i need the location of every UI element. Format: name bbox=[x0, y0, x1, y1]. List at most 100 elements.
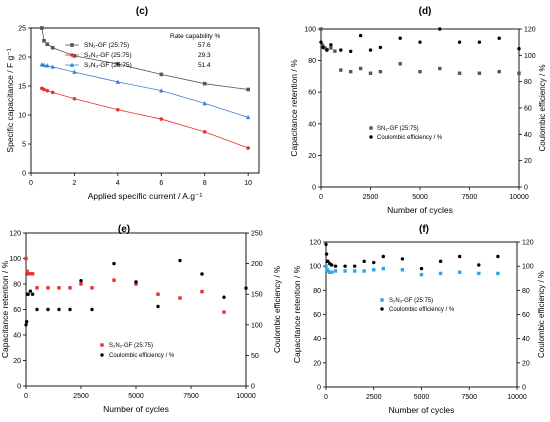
data-point-0 bbox=[24, 256, 28, 261]
data-point-0 bbox=[246, 87, 250, 92]
y-tick-label: 60 bbox=[13, 307, 21, 314]
data-point-0 bbox=[330, 270, 334, 274]
data-point-0 bbox=[134, 282, 138, 286]
data-point-1 bbox=[496, 254, 500, 259]
data-point-1 bbox=[329, 43, 333, 47]
data-point-0 bbox=[398, 62, 402, 66]
data-point-0 bbox=[72, 54, 77, 58]
data-point-1 bbox=[324, 252, 329, 256]
legend-label: S₂N₂-GF (25:75) bbox=[109, 343, 153, 349]
data-point-0 bbox=[339, 68, 343, 72]
y-tick-label: 0 bbox=[17, 384, 21, 391]
y-tick-label: 20 bbox=[308, 153, 316, 160]
data-point-0 bbox=[329, 46, 333, 50]
y-tick-label: 120 bbox=[309, 240, 321, 247]
data-point-1 bbox=[35, 307, 39, 312]
data-point-0 bbox=[343, 269, 347, 273]
y-tick-label: 60 bbox=[308, 90, 316, 97]
data-point-0 bbox=[35, 286, 39, 290]
legend-marker bbox=[380, 307, 384, 311]
data-point-0 bbox=[368, 71, 373, 75]
legend-marker bbox=[69, 62, 75, 67]
y-tick-label: 0 bbox=[317, 385, 321, 392]
data-point-1 bbox=[202, 130, 207, 134]
data-point-0 bbox=[28, 272, 33, 276]
legend-marker bbox=[380, 298, 384, 302]
x-tick-label: 8 bbox=[203, 180, 207, 187]
data-point-1 bbox=[368, 48, 373, 52]
legend-label: Coulombic efficiency / % bbox=[109, 353, 175, 359]
plot-frame bbox=[30, 27, 260, 174]
data-point-0 bbox=[333, 269, 338, 273]
data-point-0 bbox=[362, 269, 366, 273]
y2-tick-label: 60 bbox=[522, 312, 530, 319]
y-tick-label: 0 bbox=[22, 171, 26, 178]
y-tick-label: 25 bbox=[18, 26, 26, 33]
data-point-1 bbox=[178, 258, 182, 263]
legend-marker bbox=[369, 135, 373, 139]
panel-label: (d) bbox=[419, 6, 432, 17]
data-point-0 bbox=[319, 27, 323, 31]
data-point-1 bbox=[372, 260, 376, 265]
data-point-1 bbox=[339, 48, 343, 52]
data-point-1 bbox=[362, 259, 366, 264]
y2-tick-label: 0 bbox=[522, 385, 526, 392]
x-tick-label: 6 bbox=[159, 180, 163, 187]
y-tick-label: 100 bbox=[9, 256, 21, 263]
data-point-1 bbox=[26, 292, 30, 296]
data-point-1 bbox=[72, 96, 77, 101]
data-point-0 bbox=[112, 278, 116, 282]
data-point-1 bbox=[24, 320, 29, 324]
data-point-0 bbox=[352, 269, 357, 273]
x-tick-label: 7500 bbox=[461, 394, 477, 401]
y-tick-label: 80 bbox=[13, 282, 21, 289]
data-point-0 bbox=[40, 26, 44, 30]
y2-tick-label: 150 bbox=[251, 292, 263, 299]
x-tick-label: 0 bbox=[324, 394, 328, 401]
data-point-0 bbox=[45, 42, 50, 47]
data-point-0 bbox=[457, 71, 462, 75]
x-tick-label: 10000 bbox=[236, 393, 256, 400]
data-point-0 bbox=[42, 38, 46, 43]
data-point-0 bbox=[497, 69, 501, 74]
data-point-0 bbox=[202, 81, 207, 86]
x-axis-label: Number of cycles bbox=[103, 404, 169, 414]
y2-tick-label: 0 bbox=[251, 384, 255, 391]
x-tick-label: 0 bbox=[24, 393, 28, 400]
legend-label: Coulombic efficiency / % bbox=[389, 307, 455, 313]
data-point-2 bbox=[115, 79, 121, 84]
data-point-1 bbox=[438, 27, 442, 31]
data-point-1 bbox=[45, 88, 50, 93]
data-point-0 bbox=[438, 271, 443, 276]
data-point-1 bbox=[349, 49, 353, 54]
series-line-1 bbox=[41, 87, 249, 149]
x-tick-label: 4 bbox=[116, 180, 120, 187]
data-point-1 bbox=[358, 33, 363, 38]
y-tick-label: 20 bbox=[18, 55, 26, 62]
y2-tick-label: 0 bbox=[524, 185, 528, 192]
data-point-2 bbox=[202, 101, 207, 106]
y-tick-label: 80 bbox=[313, 288, 321, 295]
data-point-2 bbox=[45, 63, 50, 68]
legend-title: Rate capability % bbox=[170, 33, 220, 40]
y-tick-label: 40 bbox=[313, 336, 321, 343]
y-axis-label: Specific capacitance / F g⁻¹ bbox=[5, 48, 15, 152]
data-point-2 bbox=[72, 69, 77, 74]
data-point-1 bbox=[222, 295, 226, 299]
y-tick-label: 10 bbox=[18, 113, 26, 120]
x-axis-label: Applied specific current / A.g⁻¹ bbox=[88, 191, 203, 201]
legend-label: S₂N₃-GF (25:75) bbox=[84, 62, 132, 69]
x-tick-label: 0 bbox=[29, 180, 33, 187]
data-point-0 bbox=[57, 286, 61, 290]
y2-tick-label: 60 bbox=[524, 106, 532, 113]
data-point-1 bbox=[438, 259, 443, 264]
y-axis-label: Capacitance retention / % bbox=[0, 260, 10, 358]
y-tick-label: 60 bbox=[313, 312, 321, 319]
y2-tick-label: 100 bbox=[251, 322, 263, 329]
legend-label: Coulombic efficiency / % bbox=[377, 135, 443, 141]
data-point-1 bbox=[333, 264, 338, 268]
data-point-0 bbox=[458, 270, 462, 274]
data-point-1 bbox=[200, 272, 204, 276]
legend-marker bbox=[70, 43, 74, 47]
